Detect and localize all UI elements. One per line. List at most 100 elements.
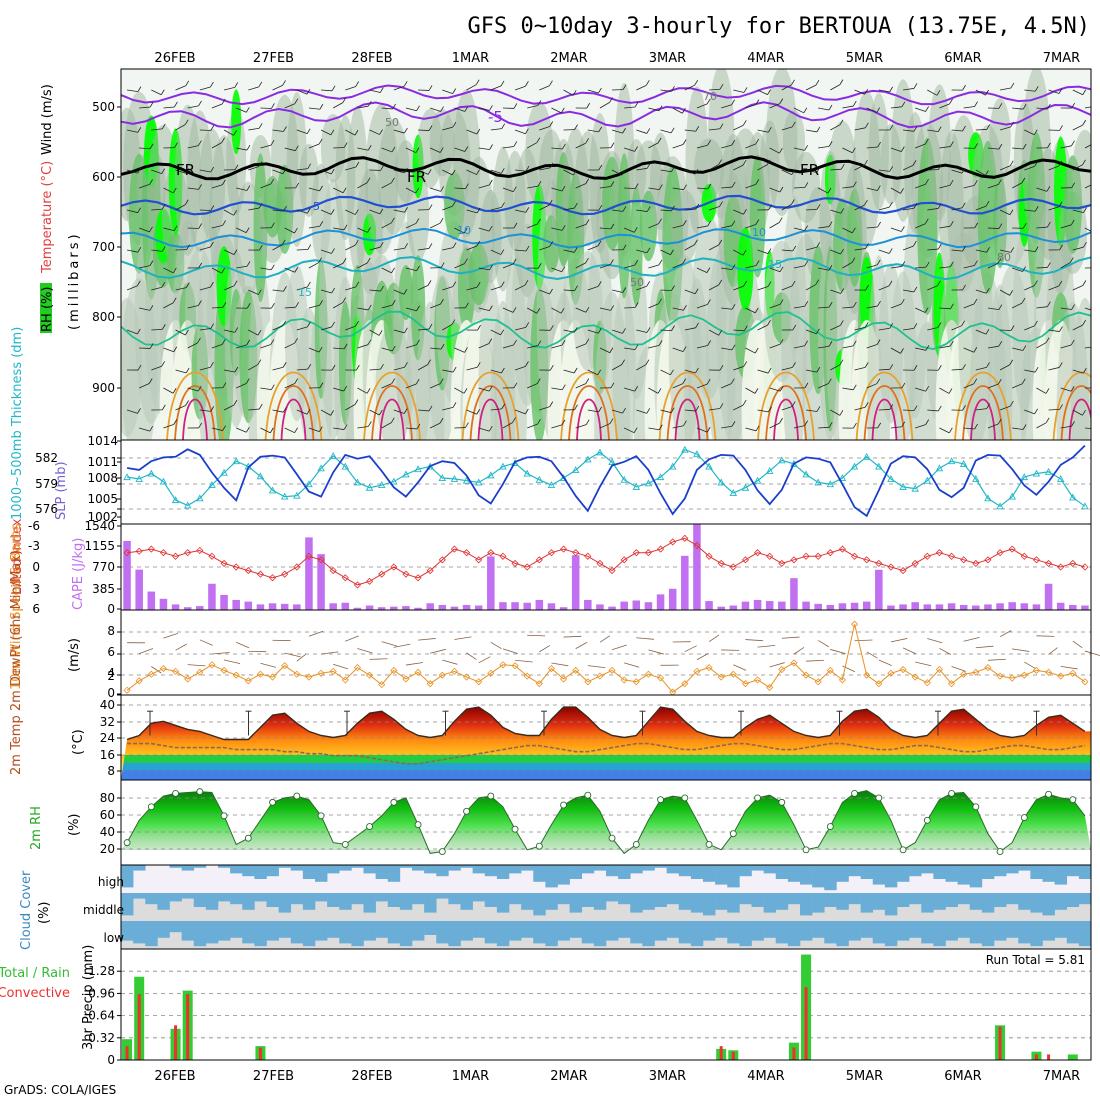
wind-barb — [721, 186, 733, 189]
wind-barb-flag — [366, 177, 371, 183]
wind-barb — [1072, 89, 1083, 96]
wind-barb-flag — [464, 258, 468, 264]
cloud-bar — [969, 921, 983, 944]
wind-barb-flag — [512, 307, 517, 313]
wind-barb — [975, 289, 987, 294]
wind-barb — [648, 264, 660, 269]
wind-barb — [260, 267, 272, 271]
wind-speed-point — [159, 664, 168, 673]
wind-speed-point — [499, 661, 507, 669]
thickness-point — [402, 470, 410, 478]
date-label-bottom: 3MAR — [649, 1069, 686, 1084]
wind-barb — [721, 104, 732, 109]
wind-barb-flag — [283, 205, 287, 212]
cloud-bar — [375, 865, 389, 879]
cloud-bar — [545, 893, 558, 910]
wind-barb — [975, 329, 987, 335]
wind-barb — [466, 209, 478, 214]
band-green — [121, 755, 1091, 763]
wind-barb — [1036, 342, 1047, 349]
wind-barb-flag — [379, 87, 384, 93]
wind-barb-flag — [853, 422, 857, 429]
precip-conv-bar — [174, 1025, 178, 1060]
wind-barb-flag — [367, 421, 372, 427]
wind-barb — [745, 265, 757, 269]
wind-barb — [357, 262, 368, 269]
wind-barb — [636, 285, 647, 291]
wind-barb-flag — [948, 427, 953, 434]
wind-barb-flag — [852, 147, 856, 153]
wind-barb-flag — [476, 362, 481, 368]
wind-barb-flag — [985, 328, 990, 335]
wind-barb — [515, 249, 527, 252]
wind-barb — [490, 85, 502, 91]
wind-barb — [563, 249, 575, 253]
wind-barb-flag — [391, 217, 395, 224]
wind-barb-flag — [816, 167, 821, 173]
wind-barb — [684, 169, 696, 175]
rh-point — [438, 848, 446, 856]
wind-barb-flag — [828, 265, 833, 271]
wind-barb — [854, 89, 865, 95]
rh-point — [1020, 814, 1028, 822]
wind-barb-flag — [779, 385, 784, 392]
wind-barb-flag — [864, 322, 869, 328]
wind-barb — [915, 183, 926, 189]
wind-barb-flag — [779, 299, 784, 305]
cape-bar — [280, 603, 289, 610]
wind-barb-flag — [1022, 266, 1026, 272]
wind-barb-flag — [161, 246, 166, 252]
wind-barb-flag — [610, 181, 615, 187]
pressure-tick: 700 — [92, 240, 115, 254]
wind-barb-flag — [198, 223, 203, 229]
wind-barb-flag — [658, 340, 663, 346]
wind-barb-flag — [962, 245, 966, 252]
wind-barb-flag — [828, 104, 833, 111]
wind-barb — [624, 347, 636, 350]
wind-barb — [187, 342, 198, 349]
wind-barb-flag — [1070, 219, 1075, 226]
wind-barb-flag — [258, 123, 263, 129]
wind-barb-flag — [622, 206, 627, 212]
wind-barb — [757, 369, 769, 374]
wind-barb — [357, 182, 368, 189]
wind-barb — [1084, 106, 1091, 109]
wind-barb-flag — [463, 227, 468, 234]
wind-barb — [696, 144, 708, 149]
wind-barb-flag — [488, 338, 493, 344]
cloud-bar — [800, 893, 813, 916]
cloud-bar — [218, 893, 231, 902]
date-label-bottom: 27FEB — [253, 1069, 294, 1084]
wind-10m-barb — [223, 659, 241, 665]
wind-barb — [308, 107, 320, 110]
wind-barb — [369, 89, 381, 93]
lifted-index-label: Lifted Index — [10, 518, 25, 595]
wind-barb-flag — [319, 185, 323, 192]
wind-speed-point — [850, 620, 859, 628]
wind-barb — [903, 129, 915, 132]
wind-barb — [927, 89, 938, 96]
wind-barb-flag — [1082, 280, 1087, 286]
cape-bar — [341, 602, 350, 610]
contour-label: 50 — [385, 116, 399, 129]
wind-speed-point — [572, 666, 580, 675]
wind-barb-flag — [609, 347, 614, 353]
temp-tick: 8 — [107, 764, 115, 778]
wind-barb — [502, 307, 514, 313]
cloud-bar — [884, 893, 898, 916]
wind-barb — [696, 427, 708, 433]
wind-speed-point — [305, 673, 313, 681]
wind-barb-flag — [343, 424, 348, 430]
wind-barb — [1084, 144, 1091, 149]
wind-barb — [660, 209, 672, 212]
cloud-bar — [569, 865, 583, 879]
wind-barb — [915, 387, 926, 392]
wind-barb-flag — [525, 81, 529, 87]
wind-barb-flag — [949, 180, 954, 186]
wind-barb — [139, 106, 151, 109]
slp-tick: 1002 — [87, 510, 118, 524]
thickness-point — [729, 489, 738, 497]
cloud-bar — [957, 865, 971, 885]
wind-barb-flag — [936, 90, 941, 96]
wind-speed-point — [268, 673, 277, 681]
